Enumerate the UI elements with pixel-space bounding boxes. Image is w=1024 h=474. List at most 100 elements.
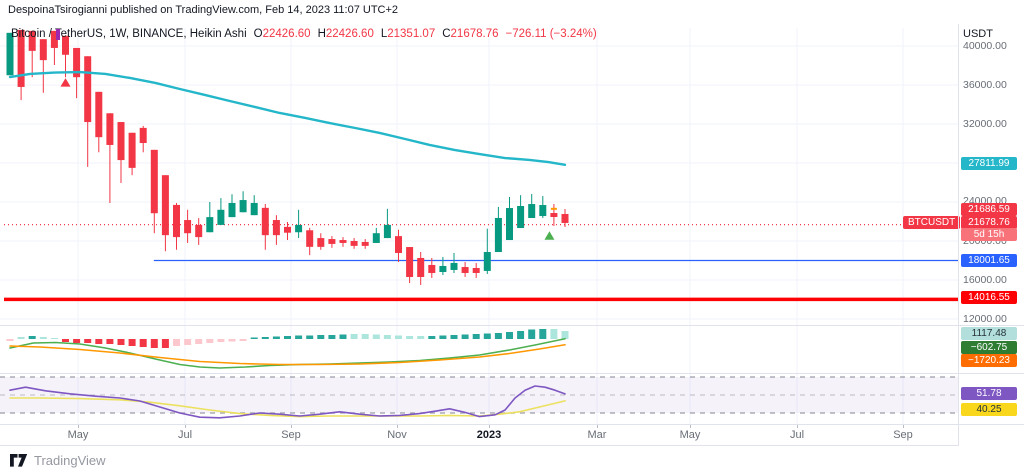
candle-body [128, 132, 136, 168]
time-tick-label: Mar [587, 429, 607, 441]
macd-histogram-bar [17, 337, 25, 339]
time-axis[interactable]: May Jul Sep Nov 2023 Mar May Jul Sep [0, 424, 958, 446]
macd-histogram-bar [339, 334, 347, 339]
macd-histogram-bar [417, 336, 425, 339]
candle-body [406, 247, 414, 277]
high-value: 22426.60 [325, 28, 374, 40]
candle-body [139, 127, 147, 144]
candle-body [361, 241, 369, 246]
time-tick-label: Sep [893, 429, 913, 441]
time-tick-mark [597, 424, 598, 428]
time-tick-mark [489, 424, 490, 428]
time-tick-label: Jul [789, 429, 805, 441]
low-value: 21351.07 [387, 28, 436, 40]
price-tick-label: 32000.00 [963, 118, 1007, 130]
candle-body [95, 91, 103, 138]
triangle-up-marker [544, 231, 555, 240]
time-tick-label: Jul [177, 429, 193, 441]
macd-histogram-bar [372, 334, 380, 339]
chart-area[interactable]: Bitcoin / TetherUS, 1W, BINANCE, Heikin … [0, 0, 958, 446]
candle-body [550, 213, 558, 218]
candle-body [239, 200, 247, 213]
tradingview-logo-icon [10, 454, 28, 467]
candle-body [28, 30, 36, 51]
candle-body [372, 233, 380, 243]
time-tick-mark [397, 424, 398, 428]
time-tick-mark [690, 424, 691, 428]
macd-histogram-bar [350, 334, 358, 339]
macd-histogram-bar [195, 339, 203, 344]
candle-body [250, 202, 258, 216]
macd-histogram-bar [295, 335, 303, 339]
macd-signal-line [9, 343, 566, 366]
candle-body [117, 122, 125, 161]
price-badge: 1117.48 [961, 326, 1017, 340]
price-badge: 14016.55 [961, 290, 1017, 304]
macd-histogram-bar [317, 335, 325, 339]
macd-histogram-bar [95, 339, 103, 344]
candle-body [383, 224, 391, 239]
triangle-up-marker [60, 78, 71, 87]
candle-body [428, 264, 436, 273]
macd-histogram-bar [62, 339, 69, 342]
macd-histogram-bar [284, 336, 291, 339]
price-badge: 51.78 [961, 386, 1017, 400]
macd-histogram-bar [483, 333, 491, 339]
macd-histogram-bar [161, 339, 169, 348]
price-badge: −602.75 [961, 341, 1017, 354]
candle-body [150, 149, 158, 214]
candle-body [261, 207, 269, 236]
candle-body [73, 47, 81, 78]
candle-body [461, 267, 469, 273]
macd-histogram-bar [439, 335, 447, 339]
tradingview-watermark[interactable]: TradingView [10, 453, 106, 468]
candle-body [50, 30, 58, 48]
candle-body [106, 113, 114, 145]
candle-body [417, 257, 425, 277]
pane-divider-3 [0, 424, 1024, 425]
candle-body [62, 35, 69, 55]
symbol-title[interactable]: Bitcoin / TetherUS, 1W, BINANCE, Heikin … [11, 28, 247, 40]
macd-histogram-bar [117, 339, 125, 345]
pane-divider-1[interactable] [0, 325, 1024, 326]
pane-divider-2[interactable] [0, 373, 1024, 374]
macd-histogram-bar [461, 334, 469, 339]
candle-body [483, 252, 491, 271]
candle-body [317, 238, 325, 247]
candle-body [39, 39, 47, 61]
macd-histogram-bar [217, 339, 225, 342]
candle-body [284, 226, 291, 233]
price-tick-label: 40000.00 [963, 40, 1007, 52]
chart-canvas[interactable] [0, 0, 958, 446]
macd-histogram-bar [539, 329, 547, 339]
symbol-price-label: BTCUSDT [903, 216, 961, 229]
macd-histogram-bar [239, 339, 247, 341]
macd-histogram-bar [272, 336, 280, 339]
candle-body [439, 265, 447, 273]
candle-body [528, 204, 536, 218]
macd-histogram-bar [84, 339, 92, 343]
candle-body [195, 224, 203, 238]
candle-body [6, 32, 14, 76]
price-badge: 21678.76 [961, 216, 1017, 229]
open-label: O [253, 28, 263, 40]
macd-histogram-bar [517, 331, 525, 339]
macd-histogram-bar [395, 335, 402, 339]
macd-histogram-bar [184, 339, 192, 345]
low-label: L [380, 28, 388, 40]
macd-histogram-bar [228, 339, 236, 342]
price-axis[interactable]: USDT 40000.00 36000.00 32000.00 24000.00 200… [959, 24, 1024, 446]
stoch-k-line [9, 385, 566, 419]
symbol-legend: Bitcoin / TetherUS, 1W, BINANCE, Heikin … [11, 28, 597, 40]
macd-histogram-bar [39, 337, 47, 339]
candle-body [494, 217, 502, 253]
candle-body [561, 213, 569, 223]
time-tick-mark [797, 424, 798, 428]
close-label: C [442, 28, 451, 40]
macd-histogram-bar [250, 337, 258, 339]
currency-label: USDT [963, 28, 993, 40]
macd-histogram-bar [506, 332, 513, 339]
macd-histogram-bar [328, 335, 336, 339]
macd-histogram-bar [139, 339, 147, 347]
candle-body [184, 220, 192, 234]
